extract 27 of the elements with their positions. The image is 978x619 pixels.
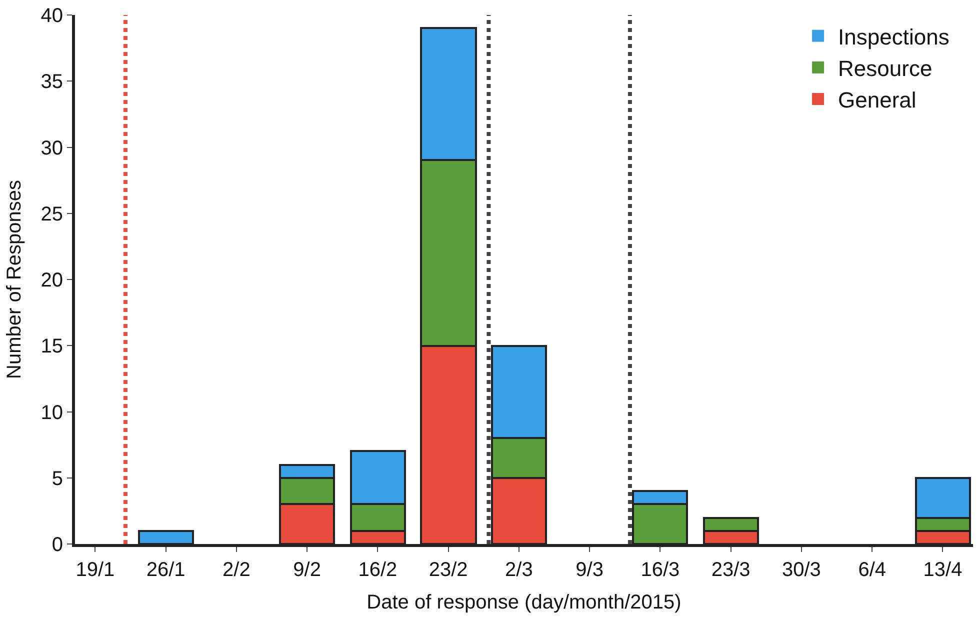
x-tick-label: 9/3	[576, 559, 604, 581]
x-tick-label: 2/2	[222, 559, 250, 581]
legend-label: General	[838, 88, 916, 113]
y-axis-title: Number of Responses	[3, 180, 26, 379]
x-tick-label: 16/2	[358, 559, 398, 581]
x-axis-title: Date of response (day/month/2015)	[366, 592, 682, 614]
y-tick-label: 25	[40, 203, 63, 226]
y-tick-label: 35	[40, 71, 63, 94]
y-tick-label: 0	[52, 534, 63, 556]
y-tick-label: 40	[40, 5, 63, 27]
x-tick-label: 30/3	[782, 559, 821, 581]
y-tick-label: 10	[40, 402, 63, 424]
x-tick-label: 13/4	[923, 559, 962, 581]
x-tick-label: 26/1	[146, 559, 186, 581]
x-tick-label: 16/3	[640, 559, 680, 581]
x-tick-label: 6/4	[858, 559, 886, 581]
x-tick-label: 23/2	[428, 559, 468, 581]
x-tick-label: 9/2	[293, 559, 321, 581]
y-tick-label: 30	[40, 137, 63, 160]
y-tick-label: 20	[40, 270, 63, 292]
x-tick-label: 19/1	[76, 559, 115, 581]
x-tick-label: 2/3	[505, 559, 533, 581]
x-tick-label: 23/3	[711, 559, 750, 581]
y-tick-label: 5	[52, 468, 63, 490]
legend-label: Inspections	[838, 24, 950, 50]
legend-label: Resource	[838, 56, 932, 81]
y-tick-label: 15	[40, 336, 63, 358]
